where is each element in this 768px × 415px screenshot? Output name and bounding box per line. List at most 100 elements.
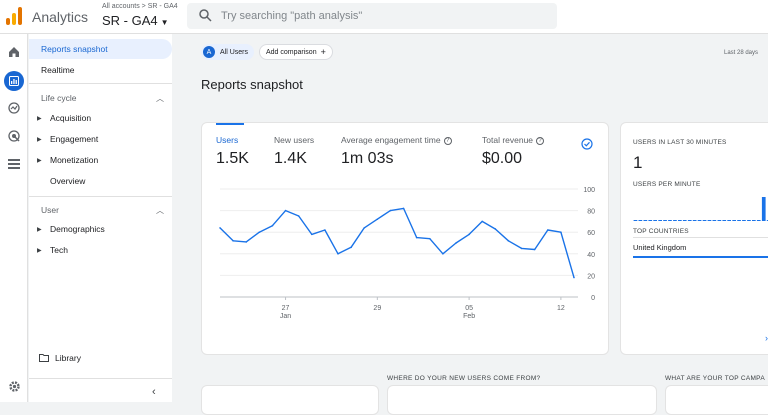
help-icon[interactable]: ? [443, 136, 452, 145]
search-input[interactable] [221, 7, 541, 25]
minute-bar [712, 220, 717, 221]
analytics-logo-icon[interactable] [6, 7, 22, 25]
minute-bar [687, 220, 692, 221]
avatar: A [203, 46, 215, 58]
metric-new-users-tab[interactable]: New users 1.4K [274, 135, 315, 167]
minute-bar [742, 220, 746, 221]
y-tick-label: 20 [587, 273, 595, 280]
nav-tech[interactable]: ▶ Tech [37, 245, 68, 255]
y-tick-label: 0 [591, 295, 595, 302]
metric-engagement-tab[interactable]: Average engagement time? 1m 03s [341, 135, 452, 168]
divider [633, 237, 768, 238]
nav-monetization[interactable]: ▶ Monetization [37, 155, 99, 165]
nav-reports-snapshot[interactable]: Reports snapshot [29, 39, 172, 59]
date-range[interactable]: Last 28 days [724, 50, 759, 56]
data-point [324, 229, 326, 231]
reports-nav: Reports snapshot Realtime Life cycle ︿ ▶… [29, 34, 172, 402]
new-users-source-card [387, 385, 657, 415]
data-point [494, 228, 497, 230]
caret-down-icon: ▼ [160, 18, 169, 27]
minute-bar [658, 220, 662, 221]
data-point [219, 227, 221, 229]
metric-revenue-tab[interactable]: Total revenue? $0.00 [482, 135, 545, 168]
chevron-up-icon[interactable]: ︿ [156, 206, 164, 215]
minute-bar [747, 220, 751, 221]
app-title: Analytics [32, 9, 89, 25]
nav-section-lifecycle[interactable]: Life cycle [41, 93, 77, 103]
data-point [258, 231, 261, 233]
home-icon[interactable] [4, 42, 24, 62]
data-point [468, 233, 470, 236]
minute-bar [707, 220, 712, 221]
x-tick-label: 12 [557, 305, 565, 312]
help-icon[interactable]: ? [536, 136, 545, 145]
minute-bar [668, 220, 672, 221]
data-point [507, 240, 510, 242]
minute-bar [643, 220, 648, 221]
minute-bar [737, 220, 741, 221]
data-point [415, 236, 418, 239]
icon-rail [0, 34, 28, 402]
data-point [376, 218, 379, 221]
top-campaigns-card [665, 385, 768, 415]
minute-bar [692, 220, 697, 221]
users-series-line [219, 207, 575, 278]
x-tick-sublabel: Feb [463, 313, 475, 320]
minute-bar [653, 220, 657, 221]
nav-divider [29, 378, 172, 379]
top-country-row[interactable]: United Kingdom [633, 243, 687, 252]
nav-engagement[interactable]: ▶ Engagement [37, 134, 99, 144]
realtime-users-value: 1 [633, 153, 643, 172]
minute-bar [756, 220, 761, 221]
account-breadcrumb[interactable]: All accounts > SR - GA4 [102, 3, 178, 10]
nav-realtime[interactable]: Realtime [41, 65, 75, 75]
y-tick-label: 40 [587, 252, 595, 259]
view-realtime-arrow-icon[interactable]: › [765, 333, 768, 343]
property-name: SR - GA4 [102, 13, 158, 28]
data-point [573, 276, 575, 279]
nav-section-user[interactable]: User [41, 205, 59, 215]
minute-bar [648, 220, 653, 221]
property-selector[interactable]: SR - GA4 ▼ [102, 13, 169, 28]
reports-icon[interactable] [4, 71, 24, 91]
nav-library[interactable]: Library [29, 348, 172, 368]
settings-gear-icon[interactable] [4, 376, 24, 396]
plus-icon: + [320, 47, 326, 57]
search-box[interactable] [187, 3, 557, 29]
advertising-icon[interactable] [4, 126, 24, 146]
new-users-source-title: WHERE DO YOUR NEW USERS COME FROM? [387, 375, 541, 382]
collapse-nav-chevron-icon[interactable]: ‹ [152, 386, 156, 398]
expand-arrow-icon: ▶ [37, 247, 42, 254]
configure-icon[interactable] [4, 154, 24, 174]
data-point [297, 215, 300, 217]
data-point [271, 224, 274, 227]
chevron-up-icon[interactable]: ︿ [156, 94, 164, 103]
nav-acquisition[interactable]: ▶ Acquisition [37, 113, 92, 123]
data-point [310, 233, 313, 236]
minute-bar [673, 220, 677, 221]
add-comparison-button[interactable]: Add comparison + [259, 44, 333, 60]
data-point [533, 248, 536, 251]
data-point [245, 241, 248, 243]
all-users-chip[interactable]: A All Users [201, 44, 255, 60]
expand-arrow-icon: ▶ [37, 157, 42, 164]
x-tick-label: 05 [465, 305, 473, 312]
x-tick-label: 27 [282, 305, 290, 312]
minute-bar [761, 197, 766, 221]
minute-bar [727, 220, 731, 221]
top-campaigns-title: WHAT ARE YOUR TOP CAMPA [665, 375, 765, 382]
data-quality-check-icon[interactable] [581, 138, 593, 150]
data-point [428, 237, 431, 240]
minute-bar [722, 220, 727, 221]
y-tick-label: 80 [587, 209, 595, 216]
data-point [284, 209, 287, 212]
data-point [389, 209, 392, 212]
explore-icon[interactable] [4, 98, 24, 118]
nav-overview[interactable]: Overview [50, 176, 86, 186]
minute-bar [717, 220, 722, 221]
x-tick-label: 29 [373, 305, 381, 312]
metrics-card: Users 1.5K New users 1.4K Average engageme… [201, 122, 609, 355]
data-point [560, 231, 562, 233]
nav-demographics[interactable]: ▶ Demographics [37, 224, 105, 234]
metric-users-tab[interactable]: Users 1.5K [216, 135, 249, 167]
